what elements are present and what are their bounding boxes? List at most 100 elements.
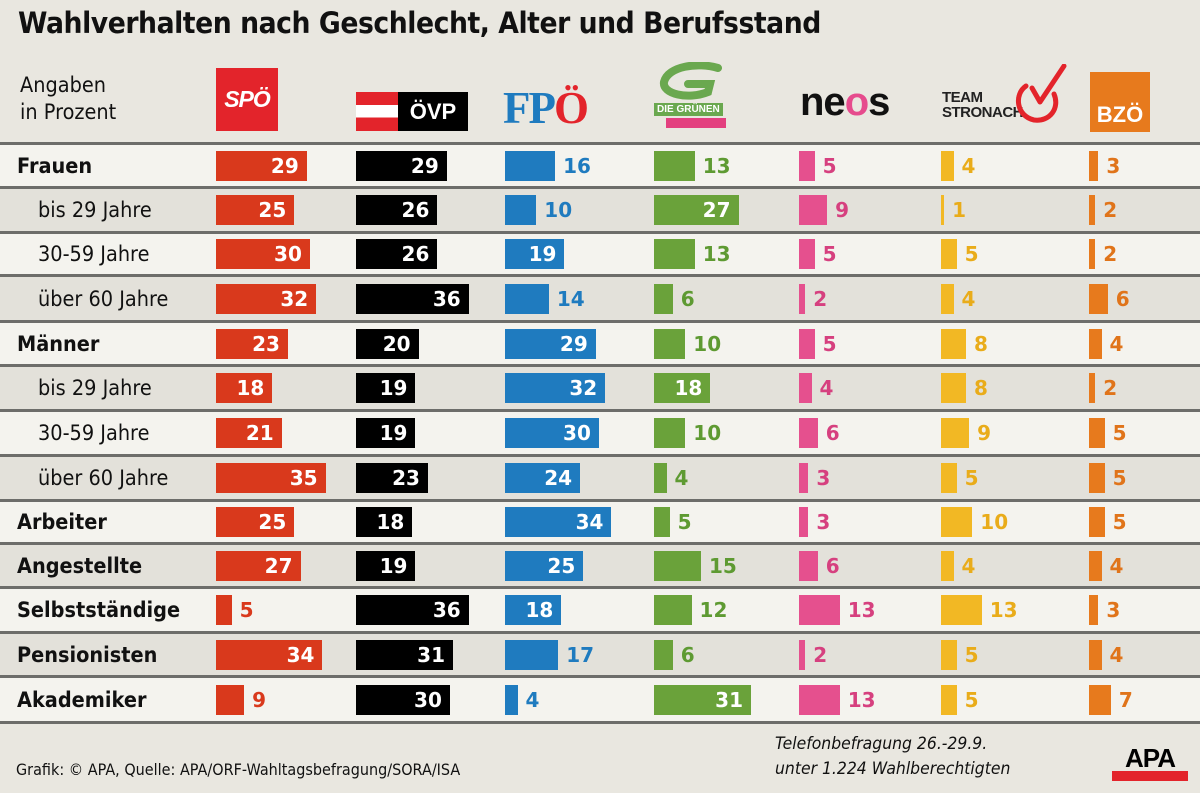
value-label-bzoe: 5: [1112, 510, 1127, 534]
team-stronach-logo: TEAM STRONACH: [942, 64, 1068, 130]
bar-oevp: [356, 373, 416, 403]
bar-fpoe: [505, 373, 606, 403]
value-label-neos: 4: [819, 376, 834, 400]
bar-gruene: [654, 595, 692, 625]
value-label-bzoe: 2: [1103, 198, 1118, 222]
bar-bzoe: [1089, 595, 1099, 625]
value-label-spoe: 35: [289, 466, 318, 490]
gruene-logo-text: DIE GRÜNEN: [654, 103, 723, 116]
bar-neos: [799, 551, 818, 581]
bar-gruene: [654, 418, 686, 448]
value-label-bzoe: 7: [1118, 688, 1133, 712]
bar-stronach: [941, 507, 973, 537]
value-label-stronach: 5: [964, 643, 979, 667]
bar-spoe: [216, 463, 326, 493]
value-label-bzoe: 6: [1115, 287, 1130, 311]
value-label-fpoe: 10: [544, 198, 573, 222]
value-label-stronach: 8: [974, 332, 988, 356]
value-label-spoe: 23: [252, 332, 280, 356]
oevp-logo: ÖVP: [356, 92, 468, 131]
bar-fpoe: [505, 507, 612, 537]
table-row: Männer 23 20 29 10 5 8 4: [0, 320, 1200, 364]
bar-fpoe: [505, 151, 556, 181]
value-label-spoe: 9: [252, 688, 267, 712]
row-label: Arbeiter: [17, 510, 107, 534]
bar-stronach: [941, 329, 967, 359]
bar-neos: [799, 329, 815, 359]
bar-oevp: [356, 329, 419, 359]
value-label-spoe: 25: [258, 510, 287, 534]
value-label-spoe: 5: [239, 598, 254, 622]
stronach-checkmark-icon: [1016, 64, 1067, 123]
value-label-gruene: 6: [680, 643, 695, 667]
value-label-spoe: 25: [258, 198, 287, 222]
value-label-gruene: 4: [674, 466, 689, 490]
chart-title: Wahlverhalten nach Geschlecht, Alter und…: [18, 6, 821, 40]
bar-bzoe: [1089, 463, 1105, 493]
row-label: über 60 Jahre: [38, 466, 169, 490]
value-label-gruene: 13: [702, 154, 731, 178]
bar-stronach: [941, 595, 982, 625]
value-label-neos: 5: [822, 154, 837, 178]
value-label-fpoe: 25: [547, 554, 576, 578]
value-label-gruene: 6: [680, 287, 695, 311]
value-label-bzoe: 2: [1103, 242, 1118, 266]
row-label: Männer: [17, 331, 100, 356]
value-label-stronach: 10: [980, 510, 1009, 534]
bar-stronach: [941, 685, 957, 715]
row-label: über 60 Jahre: [38, 286, 169, 311]
bar-bzoe: [1089, 195, 1096, 225]
bar-spoe: [216, 239, 310, 269]
bar-bzoe: [1089, 507, 1105, 537]
bar-gruene: [654, 685, 752, 715]
bar-fpoe: [505, 595, 562, 625]
value-label-fpoe: 16: [563, 154, 591, 178]
bar-gruene: [654, 640, 673, 670]
bar-spoe: [216, 595, 232, 625]
value-label-gruene: 31: [715, 688, 744, 712]
bar-stronach: [941, 551, 954, 581]
bar-stronach: [941, 239, 957, 269]
value-label-fpoe: 29: [559, 332, 588, 356]
row-label: bis 29 Jahre: [38, 376, 152, 400]
source-credit: Grafik: © APA, Quelle: APA/ORF-Wahltagsb…: [16, 760, 461, 779]
bar-gruene: [654, 151, 695, 181]
bar-bzoe: [1089, 685, 1111, 715]
bar-bzoe: [1089, 329, 1102, 359]
bar-spoe: [216, 418, 282, 448]
bar-spoe: [216, 685, 245, 715]
bar-stronach: [941, 373, 967, 403]
value-label-gruene: 15: [708, 554, 737, 578]
bar-stronach: [941, 640, 957, 670]
table-row: Arbeiter 25 18 34 5 3 10 5: [0, 499, 1200, 542]
gruene-g-icon: [660, 62, 722, 100]
bar-oevp: [356, 239, 438, 269]
bar-spoe: [216, 373, 273, 403]
value-label-neos: 5: [822, 242, 837, 266]
bar-neos: [799, 284, 806, 314]
units-label: Angaben in Prozent: [20, 72, 116, 126]
row-label: Akademiker: [17, 687, 147, 712]
bar-fpoe: [505, 195, 537, 225]
value-label-gruene: 27: [702, 198, 731, 222]
team-stronach-line-2: STRONACH: [942, 104, 1024, 121]
table-row: 30-59 Jahre 21 19 30 10 6 9 5: [0, 409, 1200, 454]
bar-stronach: [941, 284, 954, 314]
units-line-2: in Prozent: [20, 100, 117, 124]
value-label-spoe: 30: [274, 242, 302, 266]
table-row: Selbstständige 5 36 18 12 13 13 3: [0, 586, 1200, 631]
table-row: über 60 Jahre 32 36 14 6 2 4 6: [0, 274, 1200, 320]
table-row: bis 29 Jahre 25 26 10 27 9 1 2: [0, 186, 1200, 231]
value-label-neos: 3: [816, 466, 831, 490]
bar-gruene: [654, 373, 711, 403]
fpoe-logo-o: Ö: [553, 83, 589, 133]
value-label-fpoe: 24: [544, 466, 573, 490]
value-label-stronach: 9: [977, 421, 992, 445]
bar-bzoe: [1089, 151, 1099, 181]
bar-fpoe: [505, 284, 549, 314]
team-stronach-text: TEAM STRONACH: [942, 90, 1024, 121]
fpoe-logo-fp: FP: [503, 83, 556, 133]
value-label-stronach: 13: [989, 598, 1018, 622]
units-line-1: Angaben: [20, 73, 106, 97]
gruene-logo: DIE GRÜNEN: [652, 62, 732, 132]
